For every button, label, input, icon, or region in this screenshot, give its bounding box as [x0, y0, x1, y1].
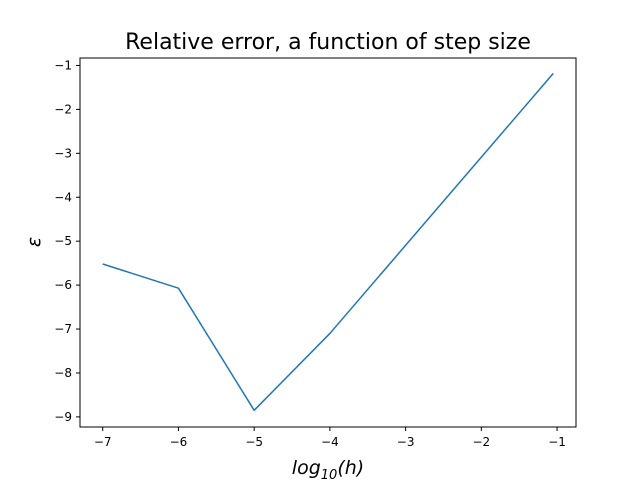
y-tick-label: −5	[54, 234, 72, 248]
x-axis-label-subscript: 10	[321, 468, 338, 480]
x-tick-label: −4	[321, 435, 339, 449]
y-axis-ticks: −9 −8 −7 −6 −5 −4 −3 −2 −1	[54, 58, 80, 424]
x-axis-label-base: log	[292, 457, 321, 479]
x-axis-label-suffix: (h)	[337, 457, 364, 479]
y-tick-label: −6	[54, 278, 72, 292]
y-tick-label: −3	[54, 146, 72, 160]
y-tick-label: −9	[54, 410, 72, 424]
x-tick-label: −1	[548, 435, 566, 449]
axes-frame	[79, 57, 577, 428]
y-tick-label: −2	[54, 102, 72, 116]
x-tick-label: −7	[94, 435, 112, 449]
x-axis-label: log10(h)	[292, 457, 364, 480]
y-tick-label: −4	[54, 190, 72, 204]
y-axis-label: ε	[23, 237, 45, 247]
y-tick-label: −8	[54, 366, 72, 380]
chart-title: Relative error, a function of step size	[125, 30, 531, 55]
x-axis-ticks: −7 −6 −5 −4 −3 −2 −1	[94, 427, 566, 449]
x-tick-label: −5	[245, 435, 263, 449]
y-tick-label: −1	[54, 58, 72, 72]
x-tick-label: −6	[170, 435, 188, 449]
x-tick-label: −2	[472, 435, 490, 449]
plot-area	[79, 57, 577, 428]
y-tick-label: −7	[54, 322, 72, 336]
series-line	[102, 72, 554, 412]
x-tick-label: −3	[397, 435, 415, 449]
